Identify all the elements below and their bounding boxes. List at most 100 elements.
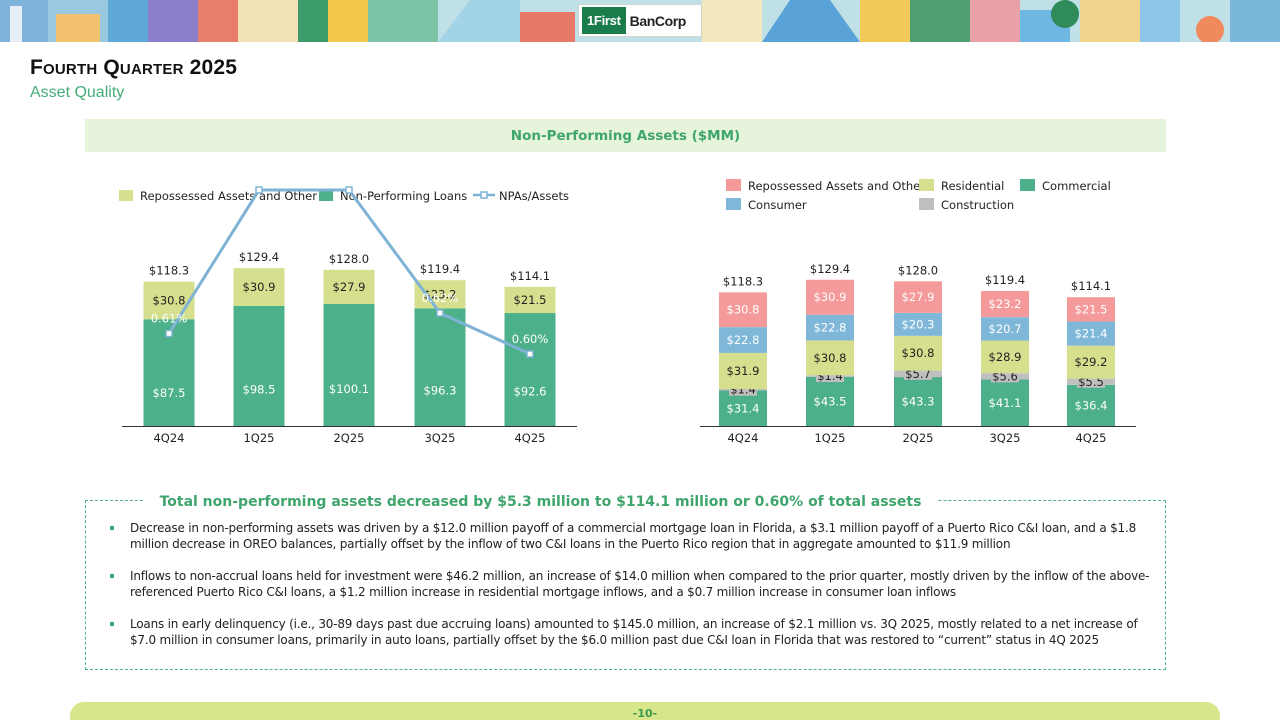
data-label: $41.1 (989, 396, 1022, 410)
page-title: Fourth Quarter 2025 (30, 56, 238, 79)
data-label: $98.5 (243, 383, 276, 397)
data-label: $28.9 (989, 350, 1022, 364)
bullet-item: Decrease in non-performing assets was dr… (110, 520, 1156, 552)
legend-swatch (1020, 179, 1035, 191)
bar-segment (719, 292, 767, 328)
page-subtitle: Asset Quality (30, 84, 125, 101)
total-label: $119.4 (985, 273, 1025, 287)
bar-segment (1067, 384, 1115, 426)
bar-segment (981, 379, 1029, 426)
bar-segment (981, 317, 1029, 341)
bar-segment (894, 377, 942, 426)
bullet-marker (110, 574, 114, 578)
bullet-item: Inflows to non-accrual loans held for in… (110, 568, 1156, 600)
bullet-marker (110, 526, 114, 530)
data-label: $31.9 (727, 364, 760, 378)
total-label: $119.4 (420, 262, 460, 276)
bar-segment (806, 340, 854, 376)
x-tick-label: 1Q25 (243, 431, 274, 445)
bar-segment (233, 305, 285, 426)
data-label: $23.2 (424, 287, 457, 301)
x-tick-label: 4Q24 (727, 431, 758, 445)
legend-swatch-repossessed (119, 190, 133, 201)
legend-swatch-npl (319, 190, 333, 201)
legend-label: Residential (941, 179, 1004, 193)
x-tick-label: 4Q24 (153, 431, 184, 445)
data-label: $100.1 (329, 382, 369, 396)
x-tick-label: 4Q25 (514, 431, 545, 445)
data-label: $22.8 (727, 333, 760, 347)
data-label: $21.5 (1075, 302, 1108, 316)
chart-legend: Repossessed Assets and Other Non-Performi… (119, 189, 569, 203)
bar-segment (323, 303, 375, 426)
data-label: $30.9 (814, 290, 847, 304)
npa-label: 0.61% (151, 312, 188, 326)
bar-segment (1067, 345, 1115, 379)
data-label: $27.9 (902, 290, 935, 304)
legend-swatch (919, 198, 934, 210)
data-label: $96.3 (424, 383, 457, 397)
bar-segment (719, 390, 767, 426)
data-label: $22.8 (814, 321, 847, 335)
npa-label: 0.68% (331, 168, 368, 182)
bar-segment (894, 281, 942, 313)
first-bancorp-logo: 1First BanCorp (578, 4, 702, 37)
legend-label: Consumer (748, 198, 807, 212)
data-label: $30.8 (902, 346, 935, 360)
header-banner: 1First BanCorp (0, 0, 1280, 42)
total-label: $118.3 (149, 264, 189, 278)
data-label: $30.8 (814, 351, 847, 365)
x-tick-label: 3Q25 (424, 431, 455, 445)
bar-segment (1067, 297, 1115, 322)
legend-label: Repossessed Assets and Other (748, 179, 925, 193)
page-number: -10- (632, 707, 658, 720)
bar-segment (323, 269, 375, 304)
total-label: $129.4 (239, 250, 279, 264)
x-tick-label: 3Q25 (989, 431, 1020, 445)
legend-marker-npa (480, 191, 488, 199)
bar-segment (806, 376, 854, 426)
data-label: $21.5 (514, 293, 547, 307)
data-label: $43.3 (902, 395, 935, 409)
npa-point (255, 186, 263, 194)
legend-label: Repossessed Assets and Other (140, 189, 317, 203)
data-label: $29.2 (1075, 355, 1108, 369)
legend-label: NPAs/Assets (499, 189, 569, 203)
data-label: $43.5 (814, 394, 847, 408)
bar-segment (414, 280, 466, 309)
npa-by-portfolio-chart: Repossessed Assets and Other Residential C… (700, 179, 1136, 445)
total-label: $129.4 (810, 262, 850, 276)
summary-bullets: Decrease in non-performing assets was dr… (110, 520, 1156, 664)
npa-label: 0.62% (422, 291, 459, 305)
legend-swatch (726, 198, 741, 210)
npa-point (436, 309, 444, 317)
data-label: $30.8 (153, 293, 186, 307)
bar-segment (981, 290, 1029, 318)
legend-label: Commercial (1042, 179, 1111, 193)
x-tick-label: 4Q25 (1075, 431, 1106, 445)
npa-point (526, 350, 534, 358)
npa-point (345, 186, 353, 194)
bar-segment (414, 308, 466, 426)
bar-segment (806, 314, 854, 341)
total-label: $128.0 (329, 252, 369, 266)
section-header: Non-Performing Assets ($MM) (85, 119, 1166, 152)
bar-segment (504, 313, 556, 426)
bar-segment (233, 268, 285, 306)
data-label: $31.4 (727, 401, 760, 415)
data-label: $23.2 (989, 297, 1022, 311)
bar-segment (894, 312, 942, 336)
bar-segment (504, 286, 556, 314)
bullet-marker (110, 622, 114, 626)
data-label: $30.9 (243, 280, 276, 294)
legend-label: Construction (941, 198, 1014, 212)
logo-brand: BanCorp (629, 12, 687, 29)
bar-segment (894, 335, 942, 371)
data-label: $36.4 (1075, 398, 1108, 412)
total-label: $128.0 (898, 263, 938, 277)
total-label: $114.1 (510, 269, 550, 283)
bullet-item: Loans in early delinquency (i.e., 30-89 … (110, 616, 1156, 648)
chart-legend: Repossessed Assets and Other Residential C… (726, 179, 1111, 212)
data-label: $20.7 (989, 322, 1022, 336)
total-label: $114.1 (1071, 279, 1111, 293)
